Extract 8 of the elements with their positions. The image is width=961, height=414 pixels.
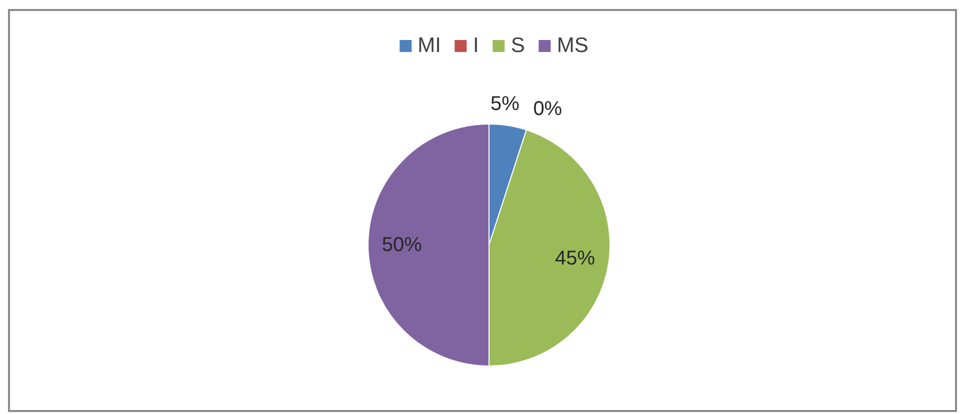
text: 0%	[533, 98, 562, 120]
legend-label: I	[472, 34, 479, 58]
legend-label: MI	[418, 34, 441, 58]
legend-label: MS	[556, 34, 588, 58]
data-label: 45%	[555, 248, 596, 270]
data-label: 50%	[382, 234, 422, 256]
legend-label: S	[510, 34, 525, 58]
data-label: 5%	[490, 92, 520, 115]
